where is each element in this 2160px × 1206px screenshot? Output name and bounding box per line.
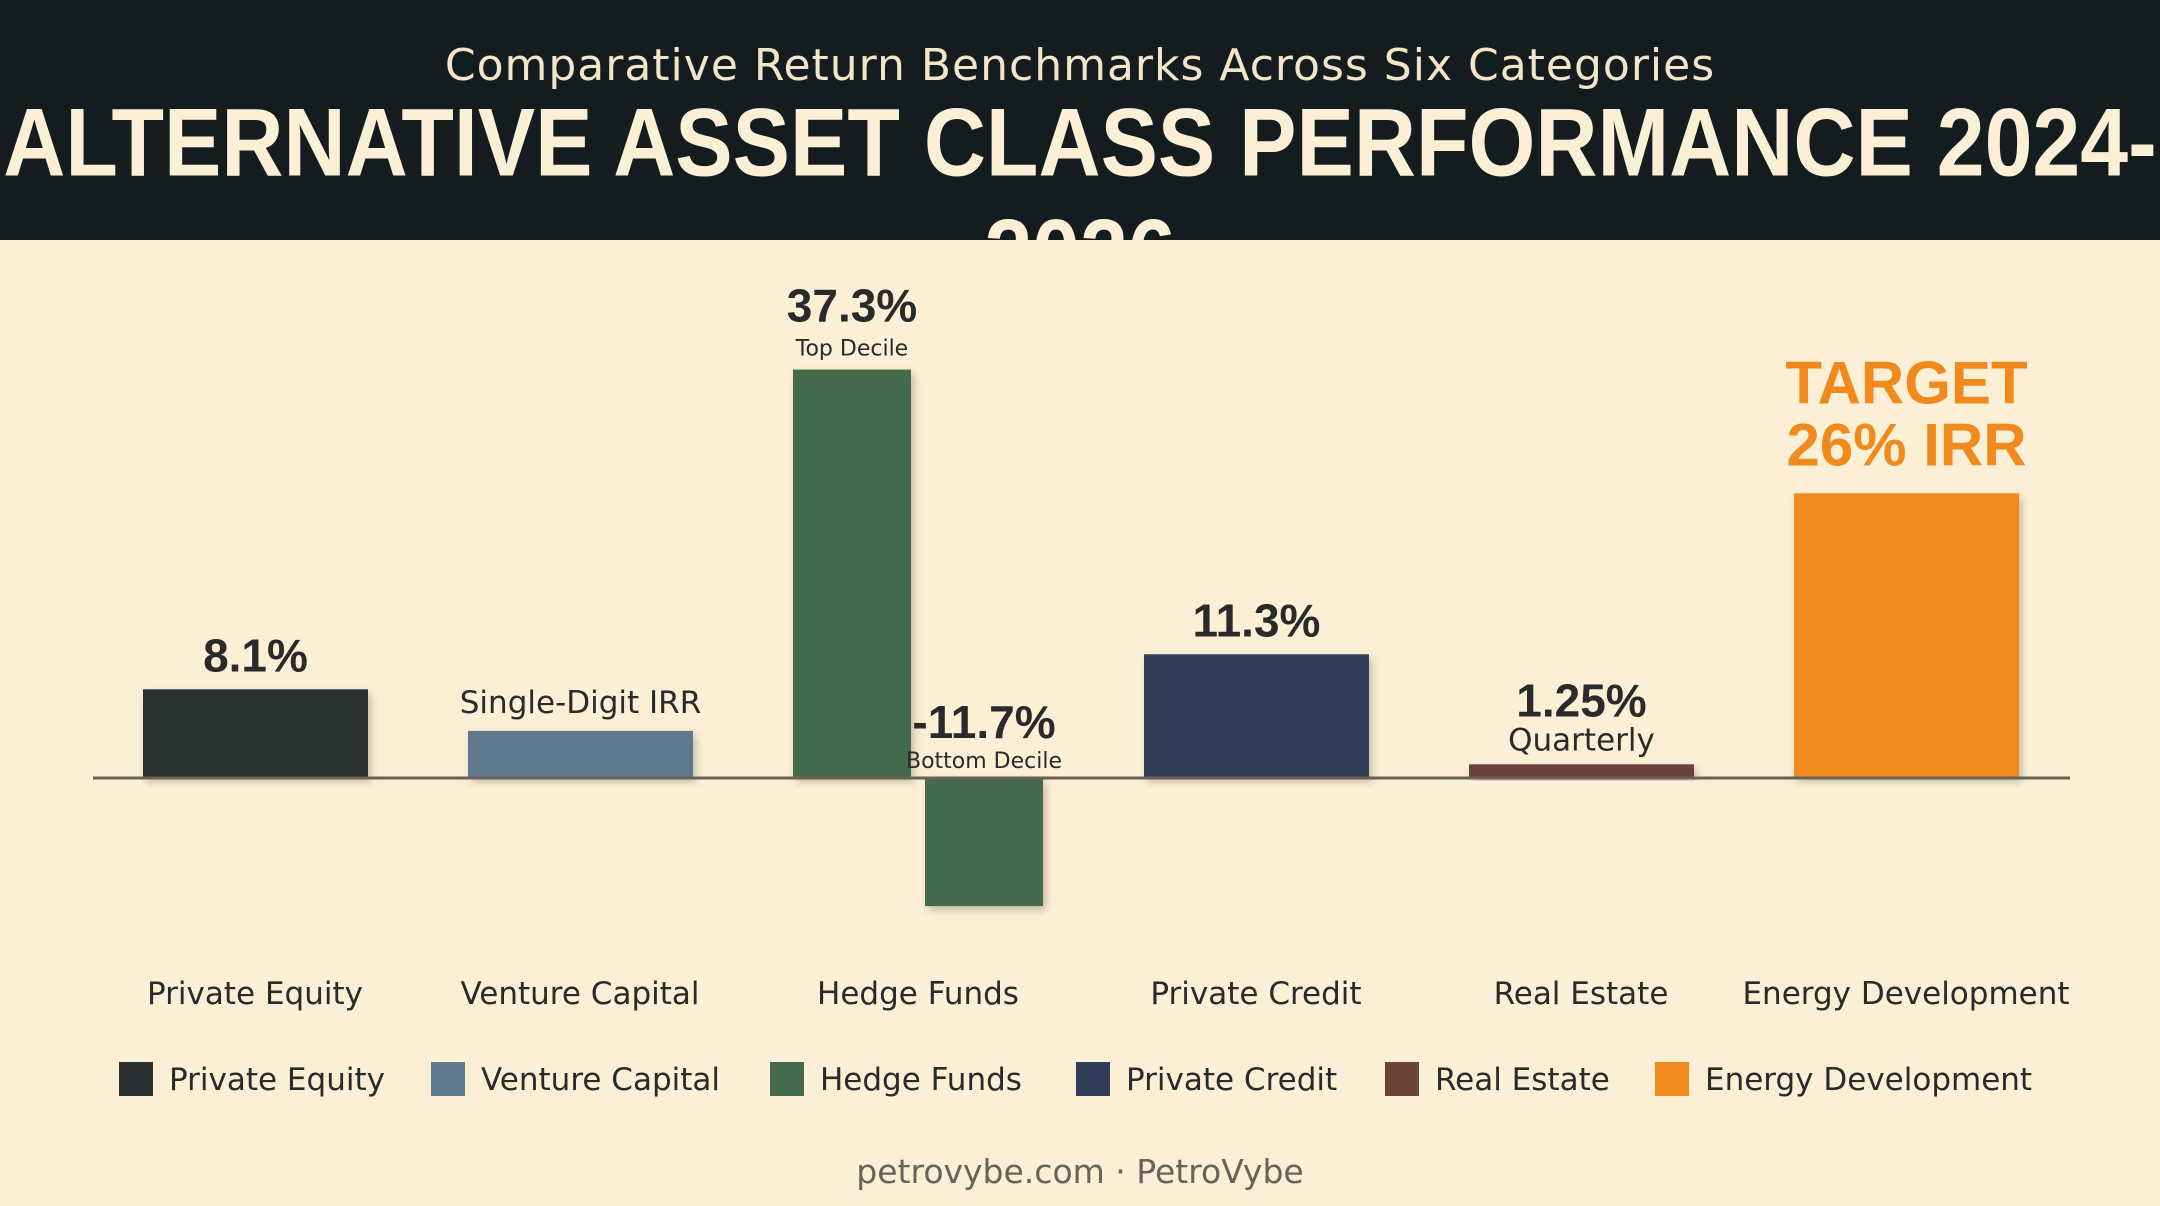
bar-value-label-private-credit: 11.3%	[1193, 594, 1321, 646]
bar-real-estate	[1469, 764, 1694, 778]
chart-subtitle: Comparative Return Benchmarks Across Six…	[444, 40, 1716, 91]
chart-header: Comparative Return Benchmarks Across Six…	[0, 0, 2160, 308]
category-label-venture-capital: Venture Capital	[460, 976, 699, 1012]
legend-swatch-private-credit	[1076, 1062, 1110, 1096]
bar-sublabel-hedge-funds-negative: Bottom Decile	[906, 749, 1062, 774]
category-label-real-estate: Real Estate	[1494, 976, 1669, 1012]
bar-value-label-private-equity: 8.1%	[203, 629, 308, 681]
bar-hedge-funds-negative	[925, 778, 1043, 907]
bar-sublabel-venture-capital: Single-Digit IRR	[460, 685, 702, 721]
bar-value-label-hedge-funds-negative: -11.7%	[912, 696, 1055, 748]
category-label-private-credit: Private Credit	[1150, 976, 1361, 1012]
bar-sublabel-hedge-funds: Top Decile	[795, 337, 908, 362]
category-label-private-equity: Private Equity	[147, 976, 363, 1012]
bar-value-label-hedge-funds: 37.3%	[787, 280, 917, 332]
bars-layer	[143, 369, 2019, 907]
bar-label-energy-development-line-2: 26% IRR	[1786, 411, 2026, 478]
legend: Private Equity Venture Capital Hedge Funds…	[119, 1062, 2032, 1098]
category-label-energy-development: Energy Development	[1742, 976, 2069, 1012]
legend-swatch-hedge-funds	[770, 1062, 804, 1096]
bar-label-energy-development-line-1: TARGET	[1785, 349, 2027, 416]
legend-label-venture-capital: Venture Capital	[481, 1062, 720, 1098]
legend-swatch-venture-capital	[431, 1062, 465, 1096]
legend-label-real-estate: Real Estate	[1435, 1062, 1610, 1098]
legend-swatch-energy-development	[1655, 1062, 1689, 1096]
legend-label-energy-development: Energy Development	[1705, 1062, 2032, 1098]
bar-private-equity	[143, 689, 368, 778]
bar-chart: 8.1% Single-Digit IRR 37.3% Top Decile -11.7…	[93, 280, 2070, 1098]
bar-venture-capital	[468, 730, 693, 778]
category-labels: Private Equity Venture Capital Hedge Funds…	[147, 976, 2070, 1012]
labels-layer: 8.1% Single-Digit IRR 37.3% Top Decile -11.7…	[203, 280, 2028, 774]
chart-title: ALTERNATIVE ASSET CLASS PERFORMANCE 2024…	[3, 89, 2157, 308]
bar-private-credit	[1144, 654, 1369, 778]
legend-label-hedge-funds: Hedge Funds	[820, 1062, 1022, 1098]
legend-swatch-real-estate	[1385, 1062, 1419, 1096]
bar-hedge-funds	[793, 369, 911, 778]
category-label-hedge-funds: Hedge Funds	[817, 976, 1019, 1012]
footer-credit: petrovybe.com · PetroVybe	[856, 1152, 1304, 1191]
legend-swatch-private-equity	[119, 1062, 153, 1096]
bar-sublabel-real-estate: Quarterly	[1508, 722, 1655, 758]
legend-label-private-credit: Private Credit	[1126, 1062, 1337, 1098]
bar-energy-development	[1794, 493, 2019, 778]
bar-value-label-real-estate: 1.25%	[1516, 674, 1646, 726]
legend-label-private-equity: Private Equity	[169, 1062, 385, 1098]
